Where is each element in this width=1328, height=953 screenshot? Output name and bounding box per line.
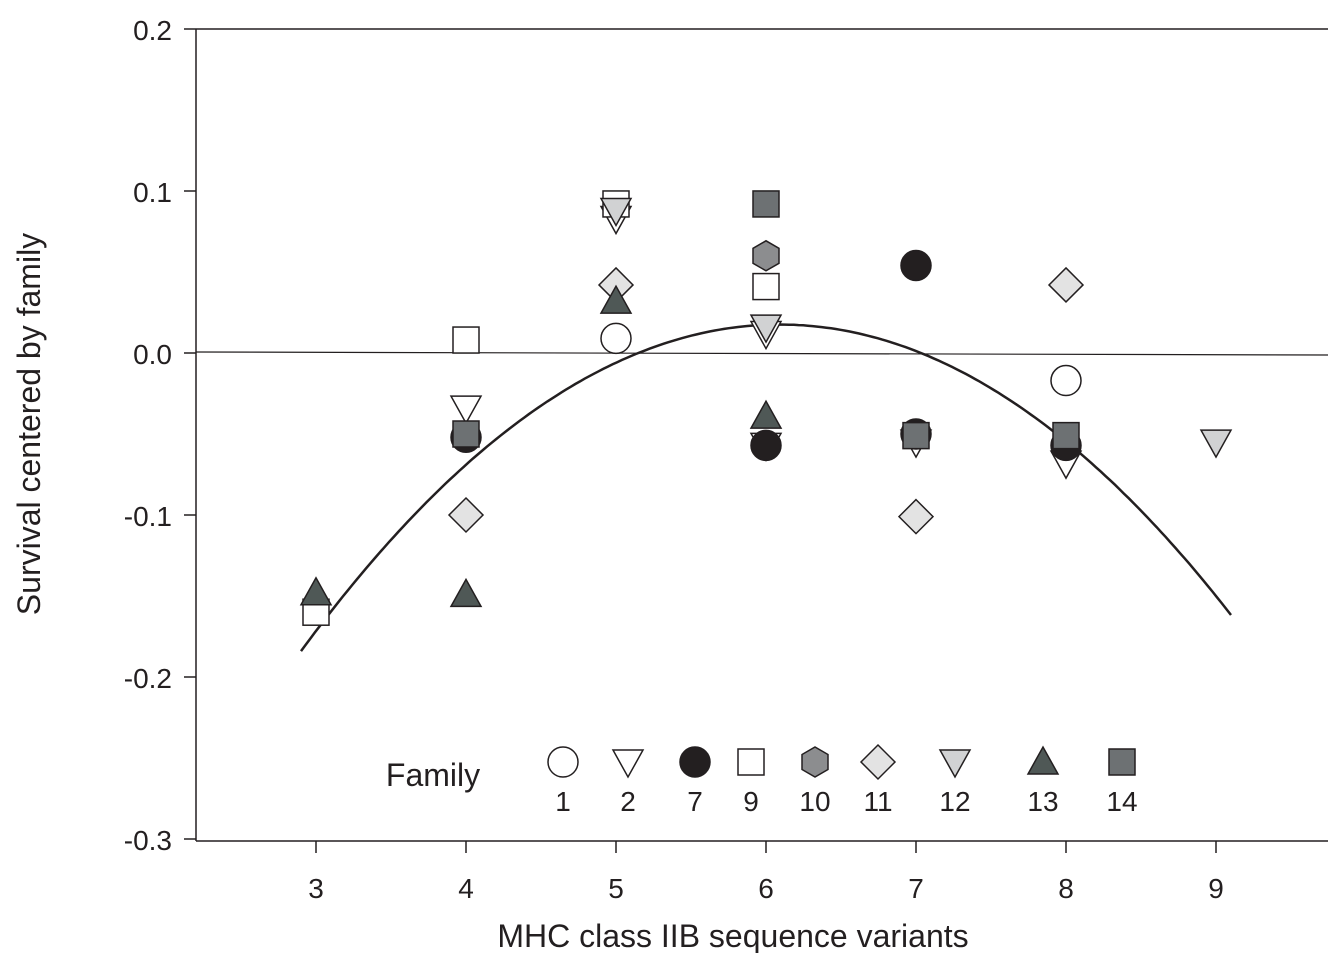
y-tick-label: -0.1	[124, 501, 172, 532]
x-axis: 3 4 5 6 7 8 9	[308, 841, 1224, 904]
x-tick-label: 8	[1058, 873, 1074, 904]
y-axis: 0.2 0.1 0.0 -0.1 -0.2 -0.3	[124, 15, 196, 856]
data-point-family-12	[599, 197, 633, 227]
data-point-family-12	[749, 314, 783, 344]
y-tick-label: -0.2	[124, 663, 172, 694]
legend-marker-family-9	[737, 748, 765, 776]
data-point-family-11	[897, 498, 935, 535]
fit-curve	[299, 323, 1232, 652]
y-tick-label: 0.1	[133, 177, 172, 208]
x-tick-label: 5	[608, 873, 624, 904]
legend-label-family-7: 7	[687, 786, 703, 817]
y-tick-label: 0.2	[133, 15, 172, 46]
data-point-family-14	[752, 190, 780, 218]
y-tick-label: -0.3	[124, 825, 172, 856]
data-point-family-7	[750, 429, 782, 462]
legend-label-family-11: 11	[863, 786, 892, 817]
legend-marker-family-2	[611, 749, 645, 779]
legend-label-family-2: 2	[620, 786, 636, 817]
data-point-family-7	[900, 249, 932, 282]
data-point-family-13	[599, 284, 633, 314]
fit-curve-line	[299, 323, 1232, 652]
y-axis-label: Survival centered by family	[11, 233, 47, 615]
plot-frame	[195, 28, 1328, 842]
reference-line	[195, 351, 1328, 356]
legend-marker-family-13	[1026, 745, 1060, 775]
data-point-family-9	[452, 326, 480, 354]
x-tick-label: 6	[758, 873, 774, 904]
data-point-family-14	[902, 421, 930, 450]
legend-title: Family	[386, 757, 480, 793]
legend-marker-family-10	[801, 746, 829, 778]
data-point-family-1	[1050, 364, 1082, 397]
legend-label-family-10: 10	[799, 786, 830, 817]
data-point-family-13	[449, 577, 483, 608]
legend-marker-family-1	[547, 746, 579, 778]
data-point-family-9	[752, 272, 780, 301]
data-point-family-11	[1047, 266, 1085, 304]
data-points	[299, 190, 1233, 626]
x-tick-label: 4	[458, 873, 474, 904]
data-point-family-13	[749, 399, 783, 429]
legend-label-family-12: 12	[939, 786, 970, 817]
legend-label-family-13: 13	[1027, 786, 1058, 817]
x-axis-label: MHC class IIB sequence variants	[497, 918, 968, 953]
data-point-family-13	[299, 576, 333, 606]
x-tick-label: 9	[1208, 873, 1224, 904]
data-point-family-14	[1052, 421, 1080, 450]
legend-label-family-9: 9	[743, 786, 759, 817]
x-tick-label: 3	[308, 873, 324, 904]
legend-label-family-14: 14	[1106, 786, 1137, 817]
y-tick-label: 0.0	[133, 339, 172, 370]
legend-marker-family-12	[938, 749, 972, 779]
data-point-family-10	[752, 239, 780, 272]
legend-marker-family-11	[859, 743, 897, 781]
x-tick-label: 7	[908, 873, 924, 904]
data-point-family-14	[452, 420, 480, 448]
data-point-family-12	[1199, 429, 1233, 459]
legend-label-family-1: 1	[555, 786, 571, 817]
data-point-family-2	[449, 395, 483, 425]
data-point-family-1	[600, 322, 632, 355]
data-point-family-11	[447, 496, 485, 534]
legend-marker-family-14	[1108, 748, 1136, 776]
zero-reference-line	[195, 351, 1328, 356]
legend: Family 1 2 7 9 10 11 12 13 14	[386, 743, 1138, 817]
legend-marker-family-7	[679, 746, 711, 778]
